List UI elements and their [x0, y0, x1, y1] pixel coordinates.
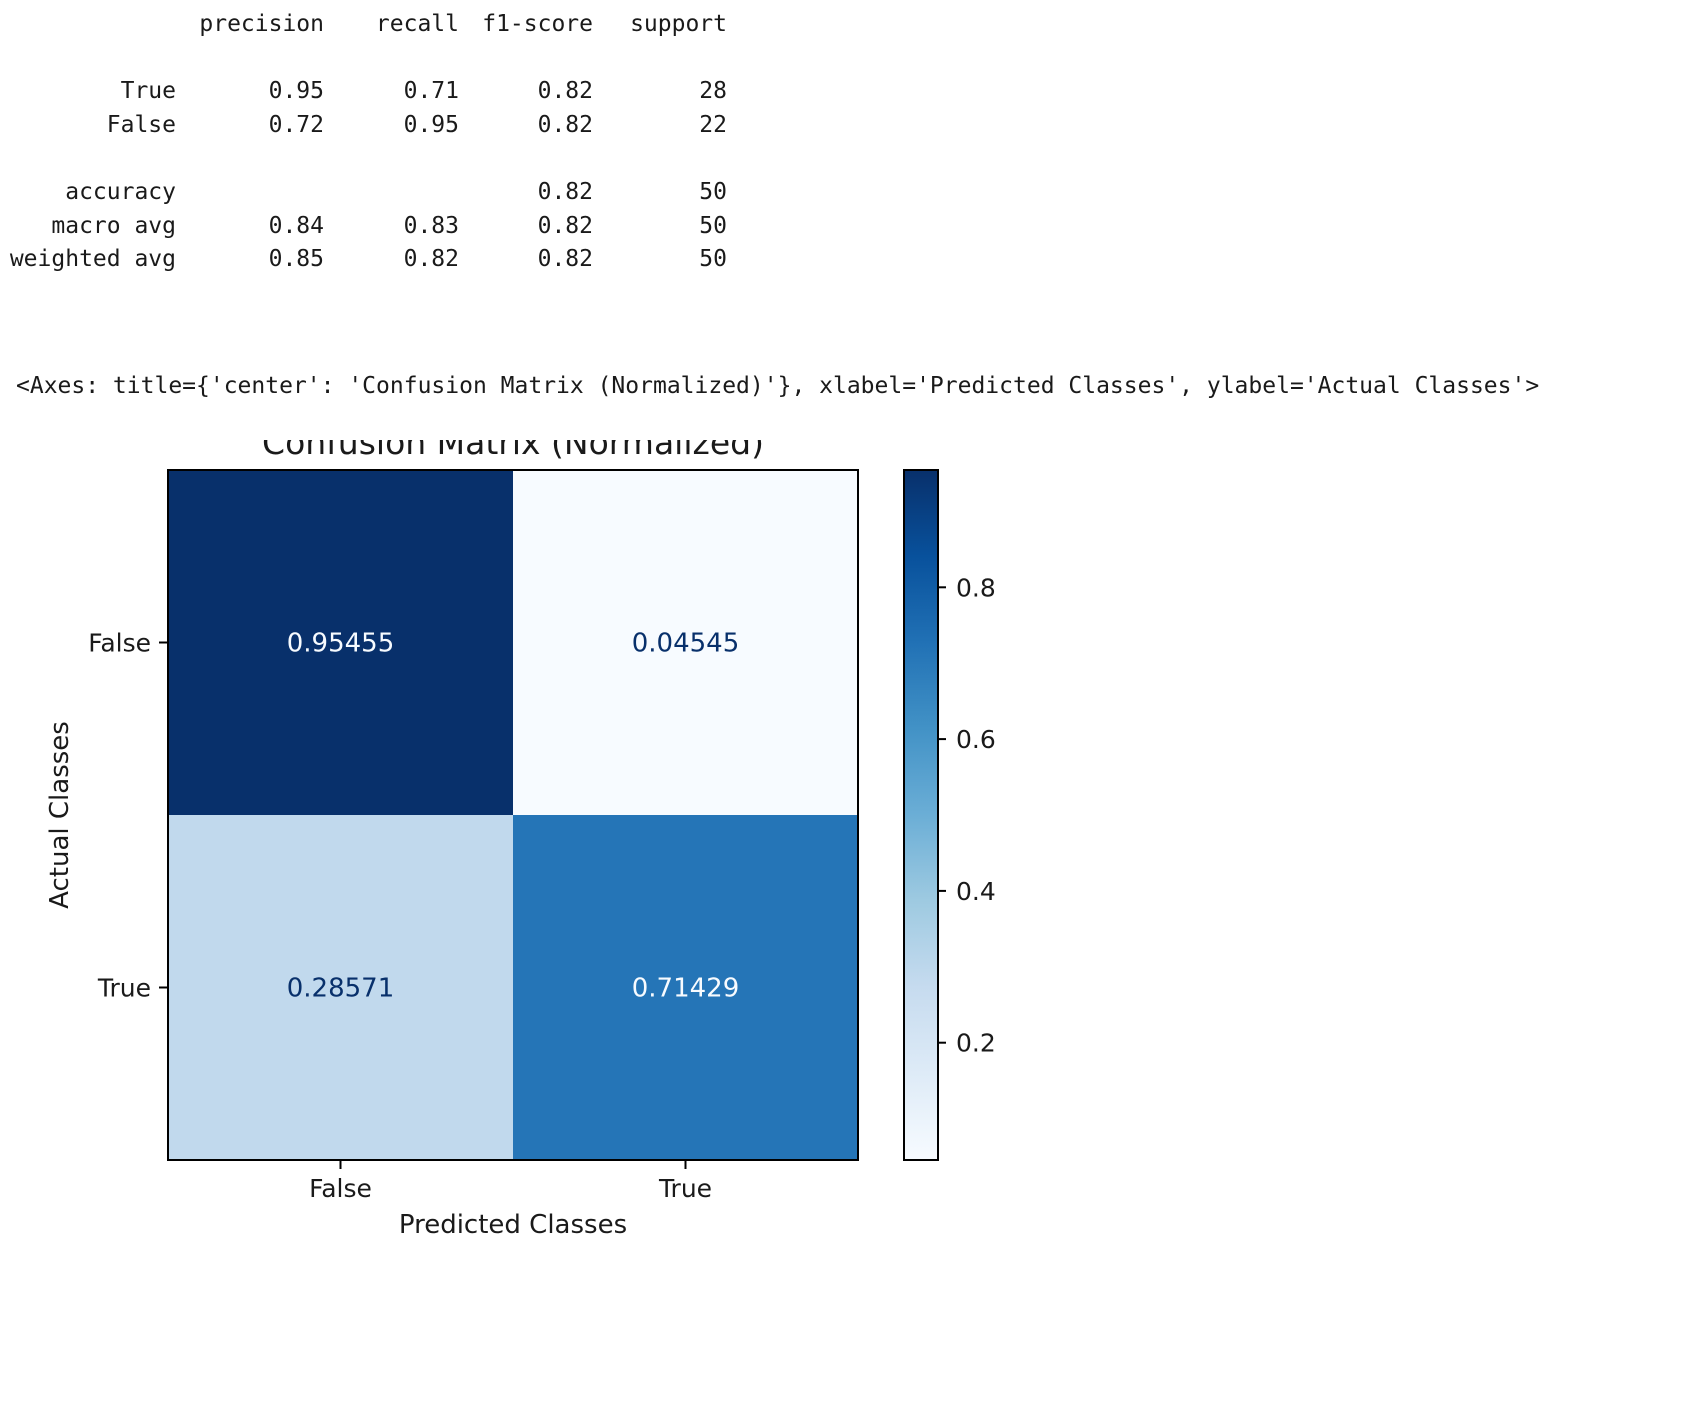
report-cell-recall: 0.82: [403, 246, 459, 272]
report-cell-recall: 0.71: [403, 78, 459, 104]
report-cell-support: 50: [699, 179, 727, 205]
cell-value-label: 0.04545: [632, 629, 740, 659]
report-cell-f1: 0.82: [537, 246, 593, 272]
report-cell-f1: 0.82: [537, 213, 593, 239]
colorbar-tick-label: 0.8: [956, 573, 996, 602]
report-row-label: False: [106, 112, 176, 138]
report-cell-f1: 0.82: [537, 78, 593, 104]
report-cell-precision: 0.95: [268, 78, 324, 104]
classification-report: precision recall f1-score support True 0.95 0.…: [0, 0, 820, 300]
report-row-label: True: [120, 78, 176, 104]
heatmap-cell: [168, 815, 513, 1160]
x-axis-label: Predicted Classes: [399, 1210, 627, 1240]
confusion-matrix-chart: 0.95455 0.04545 0.28571 0.71429 False True F…: [45, 440, 996, 1240]
heatmap-cell: [168, 470, 513, 815]
y-axis-label: Actual Classes: [45, 721, 75, 909]
colorbar-tick-label: 0.6: [956, 725, 996, 754]
heatmap-frame: [167, 469, 859, 1161]
cell-value-label: 0.28571: [287, 974, 395, 1004]
heatmap-cell: [513, 815, 858, 1160]
colorbar-tick-label: 0.4: [956, 877, 996, 906]
report-cell-precision: 0.72: [268, 112, 324, 138]
colorbar: [903, 469, 939, 1161]
x-tick-label: True: [658, 1174, 712, 1203]
axes-repr-output: <Axes: title={'center': 'Confusion Matri…: [16, 373, 1540, 399]
report-column-header: f1-score: [482, 11, 593, 37]
report-cell-recall: 0.95: [403, 112, 459, 138]
cell-value-label: 0.71429: [632, 974, 740, 1004]
chart-title: Confusion Matrix (Normalized): [262, 440, 764, 462]
colorbar-tick-label: 0.2: [956, 1029, 996, 1058]
y-tick-label: True: [97, 974, 151, 1003]
report-column-header: support: [630, 11, 727, 37]
report-row-label: accuracy: [65, 179, 176, 205]
report-cell-support: 50: [699, 246, 727, 272]
y-tick-label: False: [88, 629, 151, 658]
cell-value-label: 0.95455: [287, 629, 395, 659]
report-cell-f1: 0.82: [537, 179, 593, 205]
report-cell-precision: 0.85: [268, 246, 324, 272]
heatmap-cell: [513, 470, 858, 815]
report-cell-support: 28: [699, 78, 727, 104]
report-cell-recall: 0.83: [403, 213, 459, 239]
x-tick-label: False: [309, 1174, 372, 1203]
report-cell-support: 22: [699, 112, 727, 138]
report-row-label: macro avg: [51, 213, 176, 239]
report-column-header: recall: [375, 11, 459, 37]
report-cell-precision: 0.84: [268, 213, 324, 239]
report-column-header: precision: [199, 11, 324, 37]
report-row-label: weighted avg: [9, 246, 176, 272]
report-cell-f1: 0.82: [537, 112, 593, 138]
report-cell-support: 50: [699, 213, 727, 239]
